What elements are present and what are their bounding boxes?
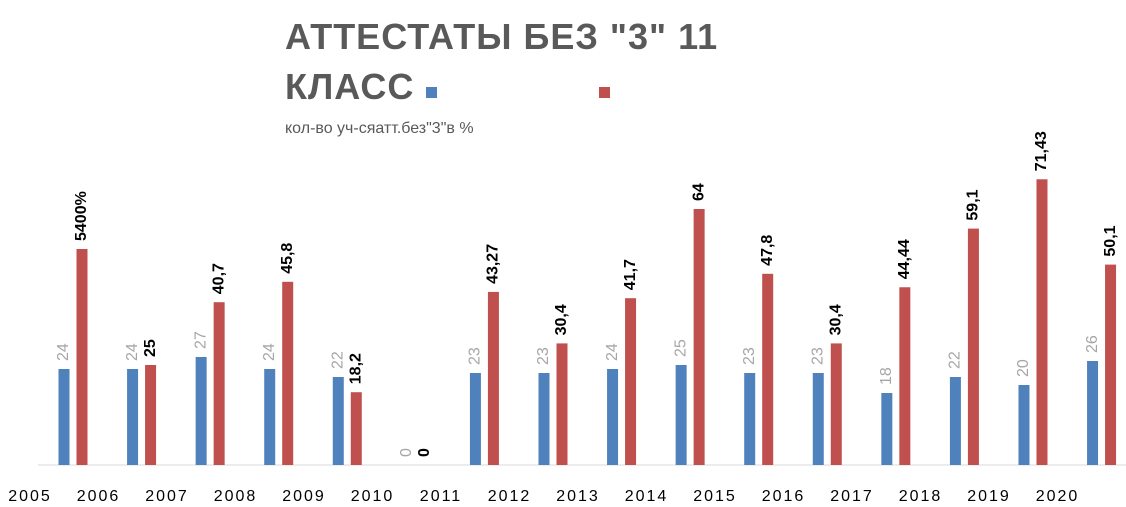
data-label: 24 bbox=[604, 343, 621, 361]
bar bbox=[195, 357, 207, 465]
data-label: 40,7 bbox=[210, 263, 227, 294]
x-tick-label: 2009 bbox=[282, 488, 326, 505]
x-tick-label: 2014 bbox=[625, 488, 669, 505]
bar bbox=[264, 369, 276, 465]
data-label: 23 bbox=[741, 347, 758, 365]
bar bbox=[1087, 361, 1099, 465]
chart-subtitle: кол-во уч-сяатт.без"3"в % bbox=[285, 120, 474, 137]
x-tick-label: 2019 bbox=[967, 488, 1011, 505]
bar bbox=[538, 373, 550, 465]
x-tick-label: 2018 bbox=[899, 488, 943, 505]
data-label: 24 bbox=[55, 343, 72, 361]
data-label: 27 bbox=[192, 331, 209, 349]
data-label: 5400% bbox=[73, 191, 90, 241]
legend-marker bbox=[426, 87, 437, 98]
legend-marker bbox=[599, 87, 610, 98]
x-tick-label: 2013 bbox=[556, 488, 600, 505]
data-label: 0 bbox=[398, 448, 415, 457]
bar bbox=[830, 343, 842, 465]
data-label: 24 bbox=[261, 343, 278, 361]
data-label: 23 bbox=[467, 347, 484, 365]
data-label: 25 bbox=[142, 339, 159, 357]
x-tick-label: 2016 bbox=[762, 488, 806, 505]
data-label: 23 bbox=[809, 347, 826, 365]
bar bbox=[469, 373, 481, 465]
bar bbox=[213, 302, 225, 465]
x-tick-label: 2020 bbox=[1036, 488, 1080, 505]
data-label: 24 bbox=[124, 343, 141, 361]
bar bbox=[145, 365, 157, 465]
bar bbox=[1105, 264, 1117, 465]
data-label: 59,1 bbox=[965, 189, 982, 220]
x-tick-label: 2017 bbox=[830, 488, 874, 505]
data-label: 30,4 bbox=[827, 304, 844, 335]
bar bbox=[744, 373, 756, 465]
bar bbox=[899, 287, 911, 465]
x-tick-label: 2006 bbox=[77, 488, 121, 505]
bar bbox=[487, 291, 499, 465]
x-tick-label: 2011 bbox=[420, 488, 462, 505]
data-label: 41,7 bbox=[622, 259, 639, 290]
bar bbox=[881, 393, 893, 465]
bar bbox=[625, 298, 637, 465]
x-tick-label: 2007 bbox=[145, 488, 189, 505]
bar bbox=[1036, 179, 1048, 465]
x-tick-label: 2010 bbox=[351, 488, 395, 505]
data-label: 22 bbox=[329, 351, 346, 369]
bar bbox=[76, 249, 88, 465]
bar bbox=[967, 228, 979, 465]
data-label: 18 bbox=[878, 367, 895, 385]
bar bbox=[1018, 385, 1030, 465]
bar bbox=[762, 273, 774, 465]
data-label: 30,4 bbox=[553, 304, 570, 335]
bar bbox=[556, 343, 568, 465]
bar bbox=[282, 281, 294, 465]
chart-title: АТТЕСТАТЫ БЕЗ "3" 11 КЛАСС bbox=[285, 16, 719, 107]
data-label: 18,2 bbox=[347, 353, 364, 384]
bar bbox=[675, 365, 687, 465]
x-tick-label: 2012 bbox=[488, 488, 532, 505]
bar bbox=[607, 369, 619, 465]
bar bbox=[949, 377, 961, 465]
bar bbox=[350, 392, 362, 465]
x-tick-label: 2008 bbox=[214, 488, 258, 505]
data-label: 0 bbox=[416, 448, 433, 457]
data-label: 25 bbox=[672, 339, 689, 357]
bar bbox=[332, 377, 344, 465]
data-label: 23 bbox=[535, 347, 552, 365]
bar bbox=[58, 369, 70, 465]
x-tick-label: 2015 bbox=[693, 488, 737, 505]
data-label: 43,27 bbox=[485, 244, 502, 284]
data-label: 44,44 bbox=[896, 239, 913, 279]
data-label: 22 bbox=[947, 351, 964, 369]
data-label: 64 bbox=[690, 183, 707, 201]
bar bbox=[812, 373, 824, 465]
x-tick-label: 2005 bbox=[8, 488, 52, 505]
data-label: 20 bbox=[1015, 359, 1032, 377]
bar bbox=[693, 209, 705, 465]
data-label: 47,8 bbox=[759, 235, 776, 266]
bar bbox=[127, 369, 139, 465]
data-label: 50,1 bbox=[1102, 225, 1119, 256]
data-label: 26 bbox=[1084, 335, 1101, 353]
data-label: 71,43 bbox=[1033, 131, 1050, 171]
data-label: 45,8 bbox=[279, 243, 296, 274]
